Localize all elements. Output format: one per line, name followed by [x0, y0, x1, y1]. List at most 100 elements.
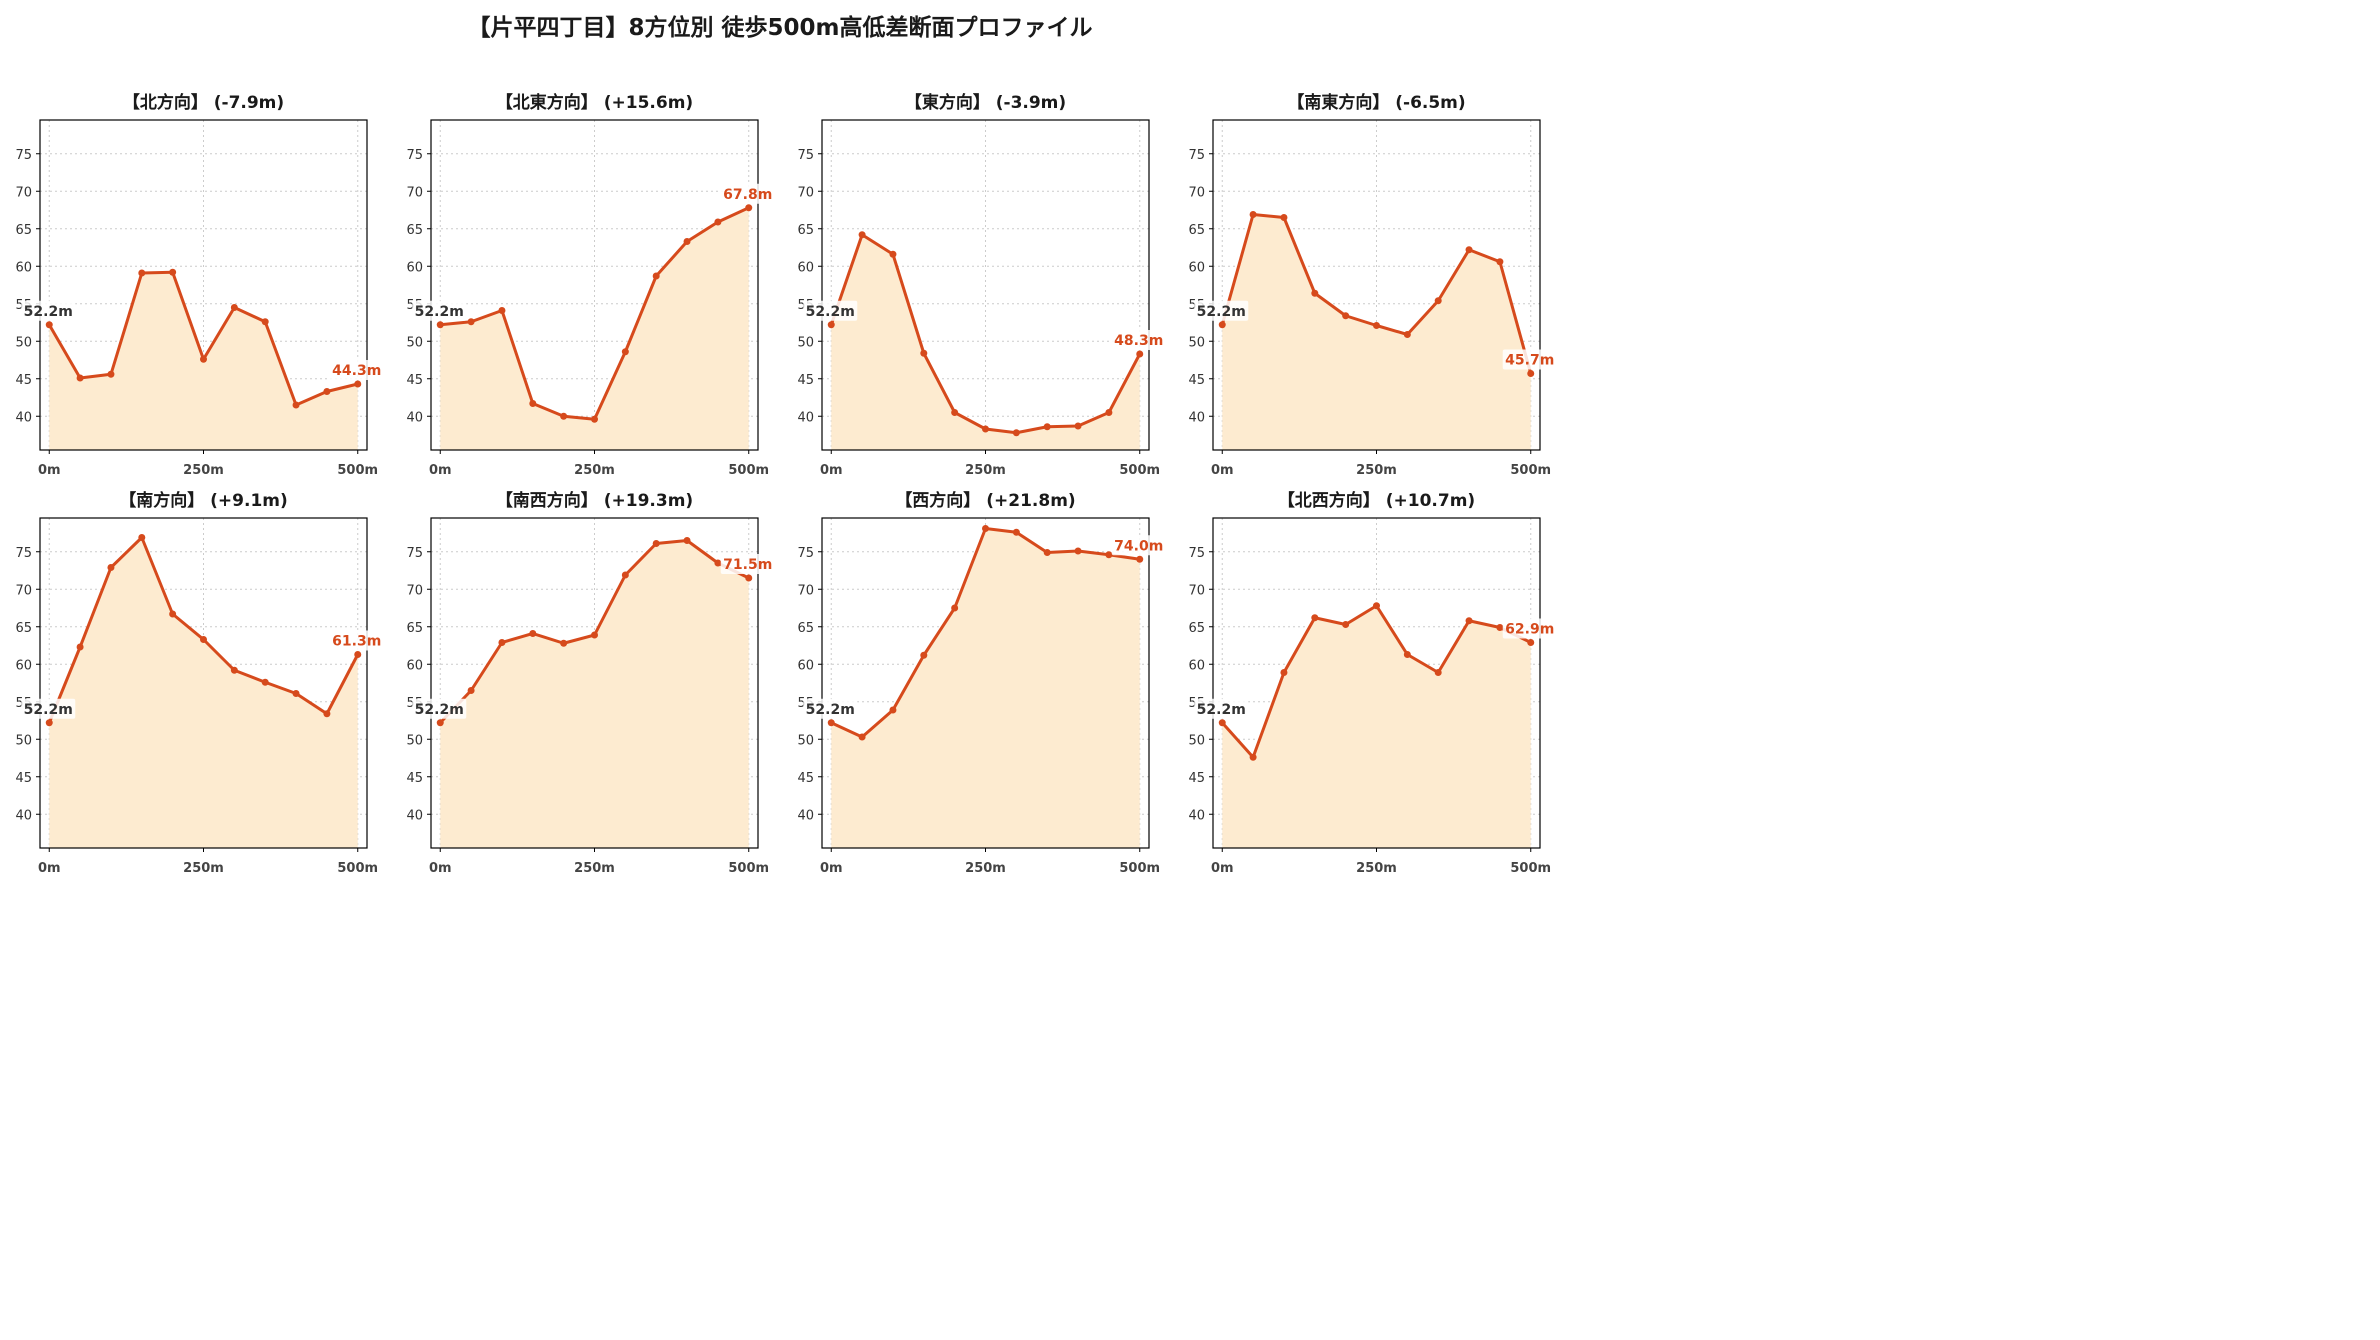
- data-point: [683, 238, 691, 245]
- y-tick-label: 70: [15, 185, 32, 200]
- y-tick-label: 40: [1188, 410, 1205, 425]
- data-point: [1403, 651, 1411, 658]
- y-tick-label: 40: [406, 410, 423, 425]
- x-tick-label: 500m: [337, 463, 378, 478]
- x-tick-label: 500m: [728, 463, 769, 478]
- data-point: [745, 574, 753, 582]
- y-tick-label: 75: [797, 546, 814, 561]
- y-tick-label: 70: [797, 185, 814, 200]
- y-tick-label: 70: [406, 583, 423, 598]
- data-point: [1012, 429, 1020, 437]
- start-elevation-label: 52.2m: [806, 702, 855, 718]
- data-point: [261, 678, 269, 686]
- data-point: [230, 304, 238, 311]
- data-point: [1434, 669, 1442, 676]
- y-tick-label: 75: [1188, 546, 1205, 561]
- y-tick-label: 75: [1188, 148, 1205, 163]
- x-tick-label: 250m: [1356, 861, 1397, 876]
- data-point: [1280, 214, 1288, 221]
- y-tick-label: 60: [797, 658, 814, 673]
- data-point: [560, 412, 568, 420]
- data-point: [354, 651, 362, 658]
- data-point: [1373, 322, 1380, 329]
- start-elevation-label: 52.2m: [24, 702, 73, 718]
- start-elevation-label: 52.2m: [1197, 304, 1246, 320]
- x-tick-label: 0m: [429, 861, 452, 876]
- chart-panel-2: 【北東方向】 (+15.6m)40455055606570750m250m500…: [406, 92, 775, 478]
- data-point: [652, 540, 660, 547]
- data-point: [1496, 624, 1504, 631]
- data-point: [1249, 211, 1257, 218]
- x-tick-label: 500m: [1510, 861, 1551, 876]
- data-point: [107, 370, 115, 378]
- data-point: [1105, 409, 1113, 416]
- start-elevation-label: 52.2m: [1197, 702, 1246, 718]
- end-elevation-label: 71.5m: [723, 557, 772, 573]
- y-tick-label: 70: [797, 583, 814, 598]
- y-tick-label: 75: [15, 546, 32, 561]
- x-tick-label: 250m: [183, 463, 224, 478]
- data-point: [467, 318, 475, 326]
- data-point: [1465, 617, 1473, 625]
- y-tick-label: 50: [797, 335, 814, 350]
- y-tick-label: 65: [1188, 223, 1205, 238]
- y-tick-label: 60: [797, 260, 814, 275]
- y-tick-label: 45: [406, 373, 423, 388]
- data-point: [498, 639, 506, 646]
- end-elevation-label: 74.0m: [1114, 538, 1163, 554]
- area-fill: [49, 537, 358, 848]
- data-point: [1136, 555, 1144, 563]
- data-point: [1218, 321, 1226, 329]
- y-tick-label: 50: [1188, 733, 1205, 748]
- data-point: [1527, 370, 1535, 377]
- data-point: [323, 710, 331, 718]
- chart-panel-6: 【南西方向】 (+19.3m)40455055606570750m250m500…: [406, 490, 775, 876]
- y-tick-label: 40: [1188, 808, 1205, 823]
- chart-panel-1: 【北方向】 (-7.9m)40455055606570750m250m500m5…: [15, 92, 384, 478]
- data-point: [714, 218, 722, 226]
- y-tick-label: 75: [406, 546, 423, 561]
- start-elevation-label: 52.2m: [24, 304, 73, 320]
- y-tick-label: 60: [15, 658, 32, 673]
- plot-frame: [39, 517, 368, 849]
- area-fill: [1222, 214, 1531, 450]
- end-label-box: [1111, 330, 1166, 350]
- data-point: [560, 639, 568, 647]
- y-tick-label: 50: [797, 733, 814, 748]
- data-point: [889, 706, 897, 714]
- y-tick-label: 45: [406, 771, 423, 786]
- plot-frame: [821, 119, 1150, 451]
- data-point: [292, 401, 300, 409]
- data-point: [591, 415, 598, 423]
- data-point: [1012, 528, 1020, 536]
- y-tick-label: 70: [406, 185, 423, 200]
- chart-panel-5: 【南方向】 (+9.1m)40455055606570750m250m500m5…: [15, 490, 384, 876]
- x-tick-label: 0m: [429, 463, 452, 478]
- data-point: [169, 268, 177, 276]
- x-tick-label: 500m: [728, 861, 769, 876]
- start-elevation-label: 52.2m: [415, 304, 464, 320]
- y-tick-label: 65: [15, 621, 32, 636]
- panel-title: 【東方向】 (-3.9m): [905, 92, 1066, 113]
- y-tick-label: 70: [15, 583, 32, 598]
- data-point: [1074, 547, 1082, 555]
- plot-frame: [1212, 517, 1541, 849]
- start-label-box: [803, 698, 858, 719]
- x-tick-label: 0m: [38, 463, 61, 478]
- y-tick-label: 60: [406, 260, 423, 275]
- data-point: [1280, 669, 1288, 676]
- data-point: [827, 719, 835, 727]
- start-label-box: [21, 300, 76, 321]
- area-fill: [831, 528, 1140, 848]
- panel-title: 【北方向】 (-7.9m): [123, 92, 284, 113]
- y-tick-label: 45: [1188, 771, 1205, 786]
- start-label-box: [1194, 300, 1249, 321]
- y-tick-label: 75: [797, 148, 814, 163]
- data-point: [1043, 549, 1051, 556]
- x-tick-label: 0m: [820, 861, 843, 876]
- panel-title: 【南東方向】 (-6.5m): [1287, 92, 1465, 113]
- area-fill: [440, 540, 749, 848]
- start-elevation-label: 52.2m: [806, 304, 855, 320]
- y-tick-label: 65: [406, 621, 423, 636]
- panel-title: 【北西方向】 (+10.7m): [1278, 490, 1475, 511]
